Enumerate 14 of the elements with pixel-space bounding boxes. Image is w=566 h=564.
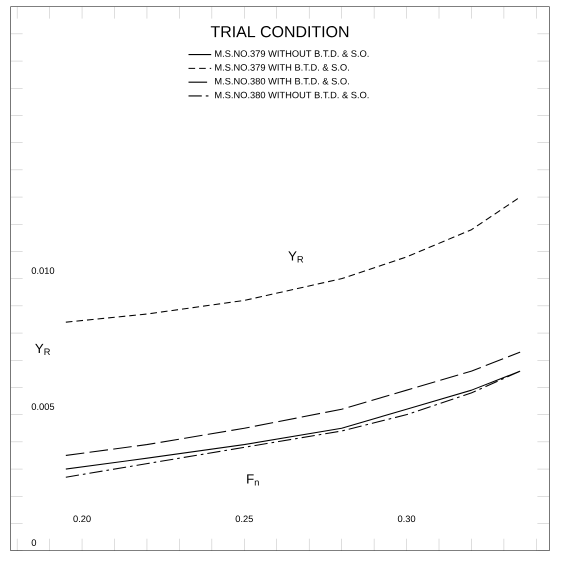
legend-title: TRIAL CONDITION xyxy=(210,26,348,38)
y-tick-label: 0 xyxy=(32,539,36,546)
x-tick-label: 0.20 xyxy=(73,516,91,522)
y-tick-label: 0.010 xyxy=(32,267,54,274)
y-axis-title: Υ$_{R}$ xyxy=(35,344,50,355)
legend-label: M.S.NO.379 WITHOUT B.T.D. & S.O. xyxy=(215,50,369,57)
legend-label: M.S.NO.380 WITHOUT B.T.D. & S.O. xyxy=(215,92,369,98)
x-axis-title: F$_{n}$ xyxy=(247,474,259,486)
legend-label: M.S.NO.379 WITH B.T.D. & S.O. xyxy=(215,64,349,71)
x-tick-label: 0.25 xyxy=(236,516,253,522)
annotation: Υ$_{R}$ xyxy=(288,251,304,262)
legend-label: M.S.NO.380 WITH B.T.D. & S.O. xyxy=(215,78,349,84)
x-tick-label: 0.30 xyxy=(398,516,416,522)
y-tick-label: 0.005 xyxy=(32,403,54,410)
